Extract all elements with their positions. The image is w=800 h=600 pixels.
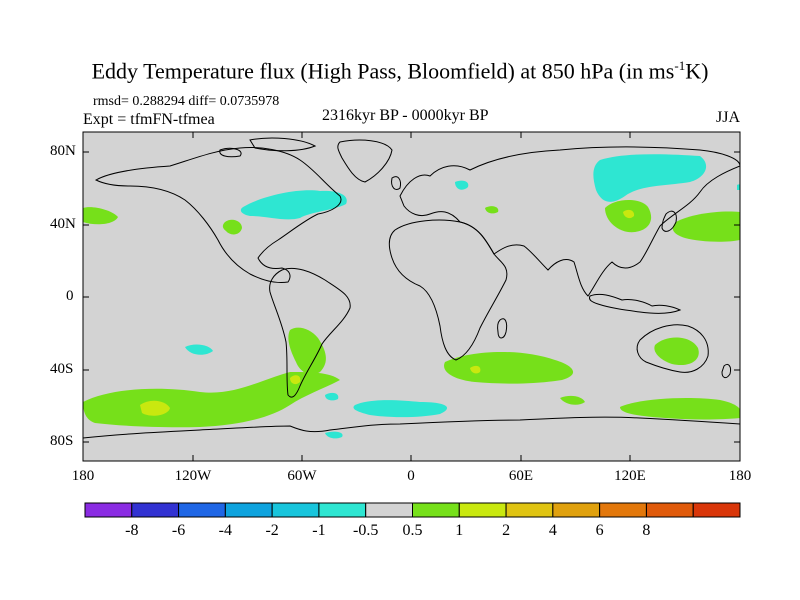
pos-patch-europe bbox=[485, 206, 499, 214]
colorbar-label-0: -8 bbox=[125, 522, 139, 539]
colorbar-box-4 bbox=[271, 502, 320, 518]
season-label: JJA bbox=[716, 109, 741, 126]
colorbar-box-3 bbox=[224, 502, 273, 518]
colorbar-box-7 bbox=[412, 502, 460, 518]
colorbar-label-5: -0.5 bbox=[353, 522, 379, 539]
coast-uk bbox=[391, 176, 401, 191]
colorbar-label-7: 1 bbox=[455, 522, 464, 539]
strong-patch-south-america bbox=[290, 375, 301, 385]
coast-new-zealand bbox=[721, 363, 731, 379]
coast-madagascar bbox=[497, 318, 508, 339]
colorbar-label-4: -1 bbox=[312, 522, 326, 539]
colorbar-box-10 bbox=[552, 502, 601, 518]
neg-patch-siberia bbox=[593, 154, 707, 202]
neg-patch-northeast-america bbox=[240, 190, 347, 220]
colorbar-box-9 bbox=[505, 502, 554, 518]
pos-patch-australia bbox=[654, 337, 699, 366]
colorbar bbox=[84, 502, 741, 518]
lon-tick-120e: 120E bbox=[614, 468, 646, 484]
coast-australia bbox=[636, 324, 709, 373]
pos-patch-north-pacific-west bbox=[672, 211, 740, 242]
map-title: Eddy Temperature flux (High Pass, Bloomf… bbox=[91, 58, 709, 84]
colorbar-box-11 bbox=[599, 502, 647, 518]
pos-patch-southern-indian-east bbox=[620, 398, 740, 420]
lat-tick-80s: 80S bbox=[50, 433, 74, 449]
coast-indonesia bbox=[589, 293, 682, 314]
lon-tick-120w: 120W bbox=[174, 468, 212, 484]
lon-tick-60e: 60E bbox=[508, 468, 534, 484]
colorbar-box-5 bbox=[318, 502, 367, 518]
strong-patch-east-asia bbox=[623, 209, 635, 219]
colorbar-box-2 bbox=[178, 502, 226, 518]
experiment-label: Expt = tfmFN-tfmea bbox=[83, 111, 215, 128]
colorbar-label-9: 4 bbox=[548, 522, 557, 539]
colorbar-box-13 bbox=[692, 502, 741, 518]
anomaly-field bbox=[83, 154, 740, 439]
colorbar-label-3: -2 bbox=[265, 522, 279, 539]
coast-arctic-islands bbox=[219, 137, 317, 158]
strong-patch-south-pacific bbox=[140, 400, 170, 416]
lat-tick-80n: 80N bbox=[50, 143, 76, 159]
neg-patch-southern-ocean-2 bbox=[325, 392, 339, 401]
pos-patch-south-atlantic bbox=[560, 395, 585, 405]
coast-japan bbox=[661, 210, 677, 232]
colorbar-box-8 bbox=[458, 502, 507, 518]
lon-tick-180e: 180 bbox=[728, 468, 752, 484]
neg-patch-southern-ocean-1 bbox=[353, 400, 448, 418]
lat-tick-40n: 40N bbox=[50, 216, 76, 232]
pos-patch-south-america bbox=[288, 327, 326, 375]
rmsd-diff-stats: rmsd= 0.288294 diff= 0.0735978 bbox=[93, 94, 280, 109]
neg-patch-arctic-edge bbox=[737, 184, 740, 190]
lat-tick-0: 0 bbox=[66, 288, 74, 304]
colorbar-label-10: 6 bbox=[595, 522, 604, 539]
colorbar-box-12 bbox=[645, 502, 694, 518]
pos-patch-us bbox=[222, 219, 242, 235]
period-label: 2316kyr BP - 0000kyr BP bbox=[322, 107, 489, 124]
colorbar-box-0 bbox=[84, 502, 133, 518]
colorbar-label-2: -4 bbox=[218, 522, 233, 539]
colorbar-label-1: -6 bbox=[171, 522, 186, 539]
lon-tick-0: 0 bbox=[407, 468, 415, 484]
coast-greenland bbox=[337, 139, 393, 183]
lon-tick-60w: 60W bbox=[287, 468, 317, 484]
neg-patch-south-pacific bbox=[185, 344, 213, 355]
colorbar-label-8: 2 bbox=[502, 522, 511, 539]
colorbar-box-6 bbox=[365, 502, 414, 518]
neg-patch-north-atlantic bbox=[455, 180, 469, 190]
colorbar-label-6: 0.5 bbox=[402, 522, 423, 539]
pos-patch-south-indian bbox=[444, 351, 574, 384]
axis-ticks bbox=[83, 132, 740, 461]
colorbar-label-11: 8 bbox=[642, 522, 651, 539]
neg-patch-drake bbox=[325, 431, 343, 439]
coastlines bbox=[83, 137, 740, 439]
colorbar-box-1 bbox=[131, 502, 180, 518]
coast-north-america bbox=[94, 147, 342, 283]
lon-tick-180w: 180 bbox=[71, 468, 95, 484]
lat-tick-40s: 40S bbox=[50, 361, 74, 377]
pos-patch-north-pacific-east bbox=[83, 207, 118, 225]
coast-south-america bbox=[269, 267, 351, 398]
coast-eurasia bbox=[399, 146, 740, 297]
strong-patch-south-indian bbox=[470, 365, 481, 374]
coast-antarctica bbox=[83, 416, 740, 439]
